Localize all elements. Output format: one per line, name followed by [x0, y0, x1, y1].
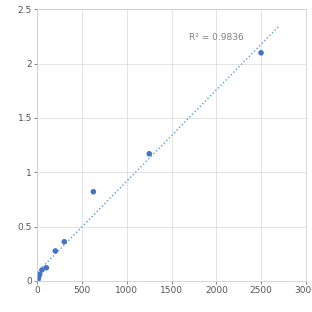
- Point: [53, 248, 58, 253]
- Point: [37, 272, 42, 277]
- Point: [147, 151, 152, 156]
- Point: [36, 275, 41, 280]
- Point: [91, 189, 96, 194]
- Point: [36, 277, 41, 282]
- Point: [62, 239, 67, 244]
- Point: [259, 50, 264, 55]
- Point: [44, 265, 49, 270]
- Point: [39, 267, 44, 272]
- Text: R² = 0.9836: R² = 0.9836: [189, 33, 244, 42]
